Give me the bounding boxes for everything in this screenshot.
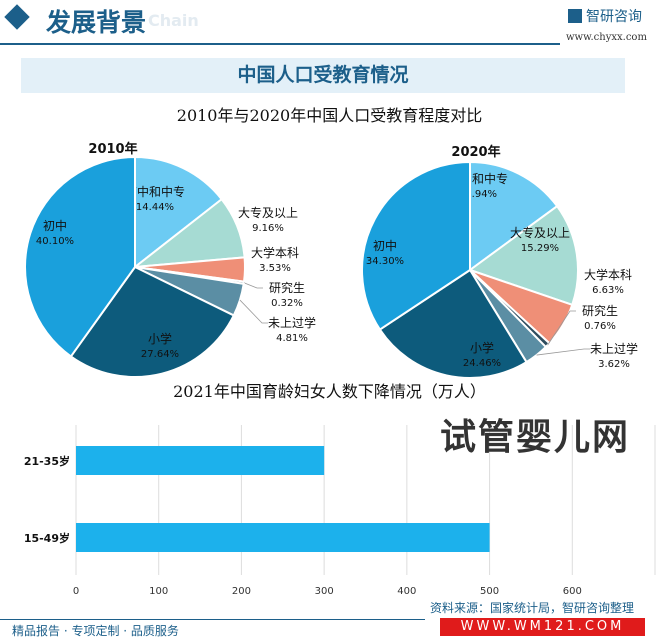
pie-slice	[469, 160, 559, 272]
pie-label: 高中和中专	[125, 184, 185, 199]
footer-tagline: 精品报告 · 专项定制 · 品质服务	[12, 624, 179, 638]
pie-value-label: 24.46%	[463, 358, 501, 369]
pie-label: 初中	[373, 238, 397, 253]
section-title-en: Chain	[148, 11, 199, 30]
pie-value-label: 6.63%	[592, 285, 624, 296]
pie-slice	[378, 268, 528, 379]
pie-label: 大专及以上	[238, 205, 298, 220]
x-tick-label: 100	[149, 586, 168, 597]
header-divider	[0, 43, 560, 45]
y-tick-label: 21-35岁	[24, 454, 70, 468]
pie-slice	[361, 160, 471, 331]
x-tick-label: 200	[232, 586, 251, 597]
pie-value-label: 27.64%	[141, 349, 179, 360]
pie-label: 大学本科	[584, 267, 632, 282]
pie-value-label: 34.30%	[366, 256, 404, 267]
pie-value-label: 14.44%	[136, 202, 174, 213]
pie-value-label: 3.62%	[598, 359, 630, 370]
bar	[76, 446, 325, 475]
x-tick-label: 400	[397, 586, 416, 597]
brand-logo-icon	[568, 9, 582, 23]
pie-label: 初中	[43, 218, 67, 233]
footer-divider	[0, 619, 425, 620]
y-tick-label: 15-49岁	[24, 531, 70, 545]
x-tick-label: 600	[563, 586, 582, 597]
pie-value-label: 9.16%	[252, 223, 284, 234]
pie-value-label: 0.76%	[584, 321, 616, 332]
pie-value-label: 40.10%	[36, 236, 74, 247]
pie-label: 大专及以上	[510, 225, 570, 240]
pie-slice	[24, 155, 136, 358]
pie-value-label: 0.32%	[271, 298, 303, 309]
banner-title: 中国人口受教育情况	[21, 58, 625, 93]
x-tick-label: 500	[480, 586, 499, 597]
leader-line	[239, 299, 268, 324]
watermark-logo: 试管婴儿网	[440, 417, 631, 458]
pie-label: 未上过学	[268, 315, 316, 330]
pie-label: 大学本科	[251, 245, 299, 260]
leader-line	[536, 348, 590, 356]
pie-label: 研究生	[582, 303, 618, 318]
brand-name: 智研咨询	[586, 9, 642, 25]
bar	[76, 523, 490, 552]
pie-slice	[134, 155, 224, 270]
pie-label: 未上过学	[590, 341, 638, 356]
pie-chart-title: 2010年与2020年中国人口受教育程度对比	[176, 106, 483, 125]
brand-logo: 智研咨询	[568, 6, 642, 26]
pie-slice	[69, 265, 236, 378]
leader-line	[243, 282, 263, 289]
source-note: 资料来源：国家统计局，智研咨询整理	[430, 601, 635, 615]
pie-subtitle: 2010年	[88, 141, 137, 157]
pie-subtitle: 2020年	[451, 144, 500, 160]
pie-label: 小学	[148, 331, 172, 346]
pie-label: 研究生	[269, 280, 305, 295]
pie-slice	[467, 204, 579, 307]
x-tick-label: 0	[73, 586, 79, 597]
pie-label: 小学	[470, 340, 494, 355]
x-tick-label: 300	[315, 586, 334, 597]
pie-value-label: 4.81%	[276, 333, 308, 344]
pie-value-label: 14.94%	[459, 189, 497, 200]
watermark-url: WWW.WM121.COM	[440, 618, 645, 636]
leader-line	[547, 310, 576, 346]
brand-url: www.chyxx.com	[566, 32, 647, 43]
pie-value-label: 15.29%	[521, 243, 559, 254]
pie-value-label: 3.53%	[259, 263, 291, 274]
bar-chart-title: 2021年中国育龄妇女人数下降情况（万人）	[173, 382, 486, 401]
section-title: 发展背景	[46, 8, 147, 37]
